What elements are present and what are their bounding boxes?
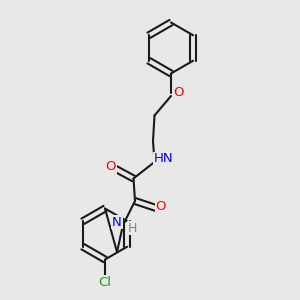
Text: O: O [106, 160, 116, 173]
Text: O: O [155, 200, 166, 214]
Text: H: H [127, 221, 137, 235]
Text: HN: HN [154, 152, 173, 166]
Text: N: N [112, 215, 122, 229]
Text: Cl: Cl [98, 275, 112, 289]
Text: O: O [173, 86, 184, 100]
